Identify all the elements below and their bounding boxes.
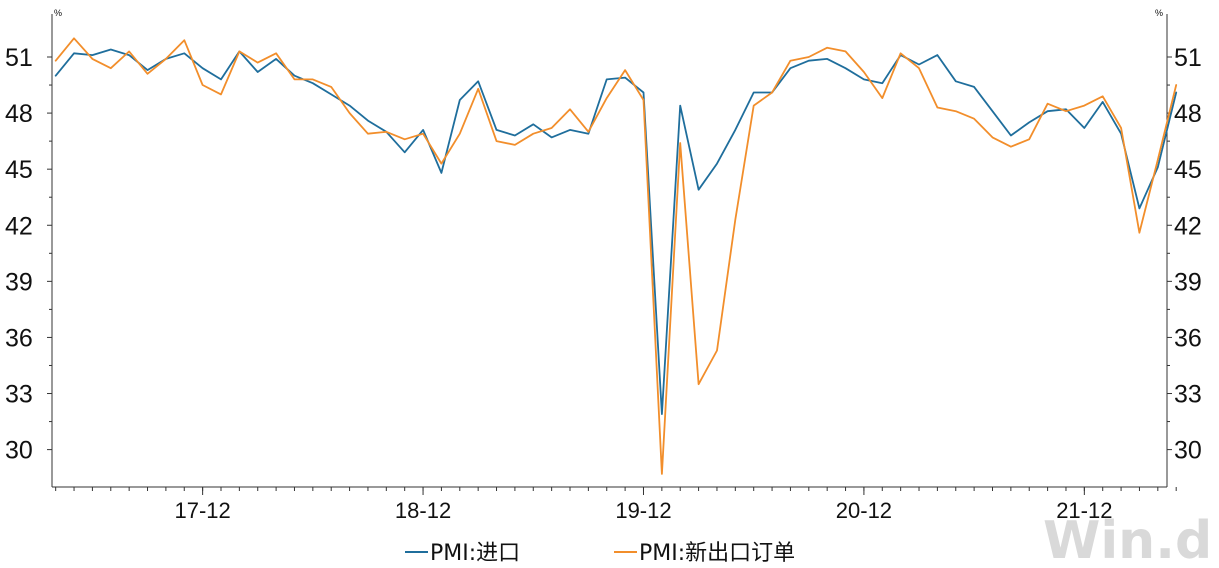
- y-tick-label-left: 45: [5, 156, 33, 184]
- y-tick-label-right: 33: [1174, 381, 1202, 409]
- x-tick-label: 17-12: [174, 498, 230, 523]
- x-axis-labels: 17-12 18-12 19-12 20-12 21-12: [174, 498, 1112, 523]
- y-tick-label-right: 30: [1174, 437, 1202, 465]
- y-axis-right-labels: 30 33 36 39 42 45 48 51: [1174, 44, 1202, 465]
- series-lines: [54, 37, 1178, 475]
- y-tick-label-right: 39: [1174, 268, 1202, 296]
- y-tick-label-right: 51: [1174, 44, 1202, 72]
- y-tick-label-left: 42: [5, 212, 33, 240]
- y-tick-label-right: 36: [1174, 324, 1202, 352]
- y-axis-left-unit: %: [54, 8, 62, 18]
- y-tick-label-left: 30: [5, 437, 33, 465]
- x-tick-label: 18-12: [395, 498, 451, 523]
- y-tick-label-left: 33: [5, 381, 33, 409]
- legend-label-export-orders: PMI:新出口订单: [639, 541, 795, 566]
- x-tick-label: 20-12: [836, 498, 892, 523]
- series-line-export-orders: [54, 37, 1178, 475]
- series-line-import: [54, 48, 1178, 416]
- y-tick-label-left: 39: [5, 268, 33, 296]
- y-axis-right-unit: %: [1155, 8, 1163, 18]
- y-tick-label-right: 45: [1174, 156, 1202, 184]
- y-tick-label-left: 51: [5, 44, 33, 72]
- x-axis-ticks: [55, 487, 1177, 495]
- y-axis-left-labels: 30 33 36 39 42 45 48 51: [5, 44, 33, 465]
- legend: PMI:进口 PMI:新出口订单: [405, 541, 795, 566]
- y-tick-label-right: 48: [1174, 100, 1202, 128]
- y-axis-ticks: [47, 56, 1172, 451]
- y-tick-label-right: 42: [1174, 212, 1202, 240]
- y-tick-label-left: 48: [5, 100, 33, 128]
- watermark-logo: Win.d: [1043, 511, 1212, 568]
- y-tick-label-left: 36: [5, 324, 33, 352]
- legend-label-import: PMI:进口: [430, 541, 520, 566]
- x-tick-label: 21-12: [1056, 498, 1112, 523]
- x-tick-label: 19-12: [615, 498, 671, 523]
